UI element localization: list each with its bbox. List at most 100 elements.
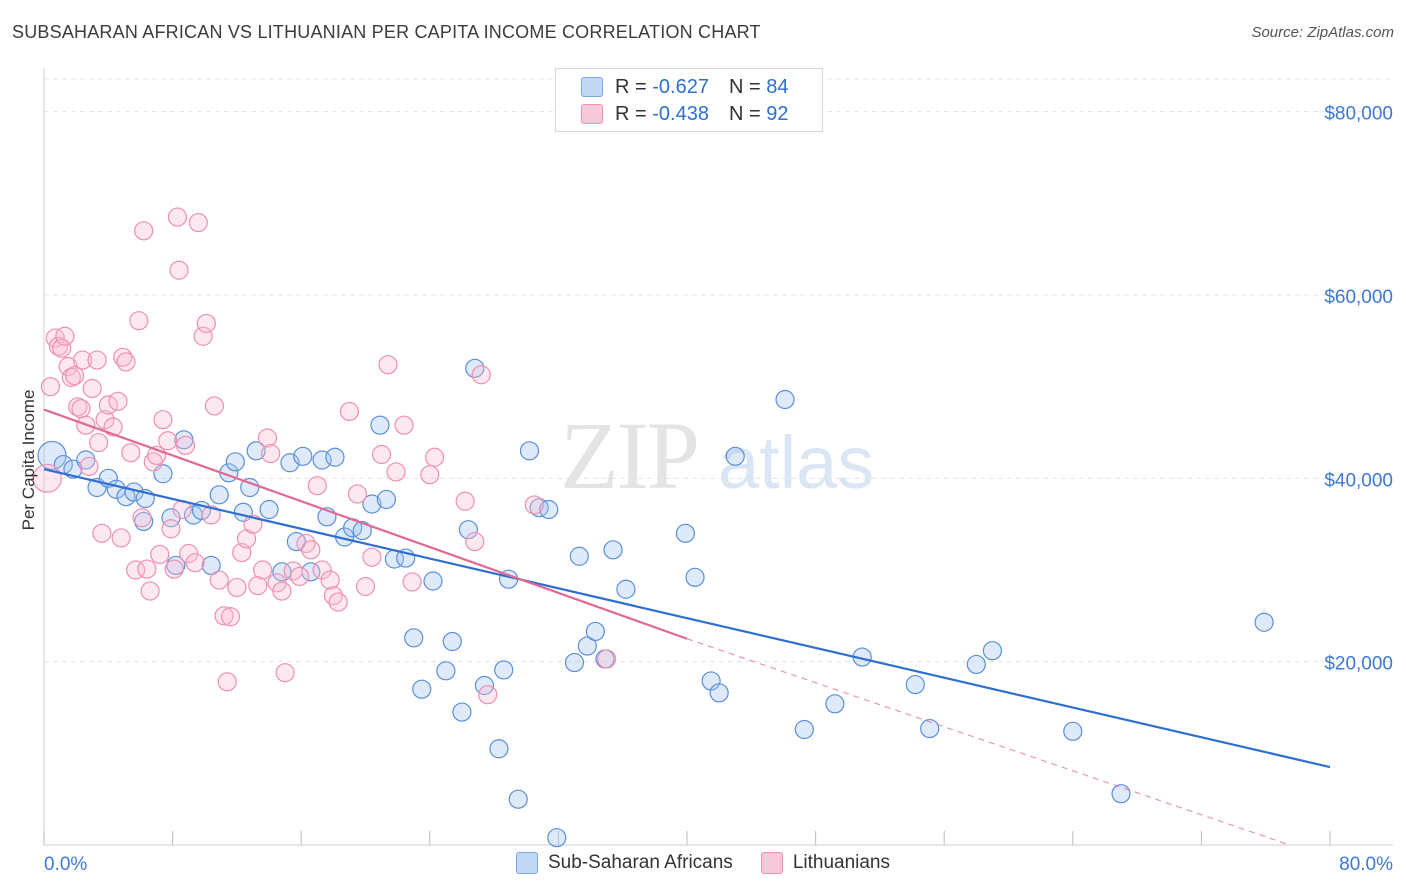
legend-r-label: R = xyxy=(615,75,647,98)
data-point xyxy=(52,338,72,358)
data-point xyxy=(227,577,247,598)
data-point xyxy=(355,576,376,597)
data-point xyxy=(465,531,485,552)
legend-row-lithuanian: R = -0.438 N = 92 xyxy=(581,102,788,126)
watermark-zip: ZIP xyxy=(560,402,698,509)
data-point xyxy=(494,660,514,680)
data-point xyxy=(339,401,360,422)
data-point xyxy=(420,465,440,485)
data-point xyxy=(794,719,814,740)
data-point xyxy=(257,428,278,448)
legend-row-subsaharan: R = -0.627 N = 84 xyxy=(581,75,788,99)
data-point xyxy=(320,570,340,590)
data-point xyxy=(825,694,845,714)
data-point xyxy=(188,212,208,233)
data-point xyxy=(95,410,115,430)
data-point xyxy=(489,739,509,759)
stats-legend: R = -0.627 N = 84 R = -0.438 N = 92 xyxy=(555,68,823,132)
data-point xyxy=(137,559,157,579)
x-tick-label: 0.0% xyxy=(44,854,87,875)
data-point xyxy=(394,415,414,435)
data-point xyxy=(675,523,695,543)
data-point xyxy=(301,540,321,560)
legend-swatch-subsaharan xyxy=(581,77,603,97)
trend-line xyxy=(43,468,1331,769)
y-tick-label: $20,000 xyxy=(1324,654,1393,675)
data-point xyxy=(352,520,372,541)
data-point xyxy=(248,575,268,596)
series-legend-item-subsaharan[interactable]: Sub-Saharan Africans xyxy=(515,852,733,874)
data-point xyxy=(370,415,390,435)
y-tick-label: $40,000 xyxy=(1324,470,1393,491)
data-point xyxy=(196,313,216,334)
data-point xyxy=(519,441,540,461)
data-point xyxy=(442,631,462,652)
legend-n-label: N = xyxy=(728,102,761,125)
grid-layer xyxy=(44,78,1393,663)
data-point xyxy=(597,649,617,669)
trend-line xyxy=(43,408,688,640)
data-point xyxy=(347,484,368,504)
series-swatch-subsaharan xyxy=(515,852,538,874)
chart-title: SUBSAHARAN AFRICAN VS LITHUANIAN PER CAP… xyxy=(12,22,761,42)
data-point xyxy=(471,365,491,385)
legend-r-value: -0.438 xyxy=(652,102,709,125)
legend-swatch-lithuanian xyxy=(581,104,603,124)
legend-r-value: -0.627 xyxy=(652,75,709,98)
data-point xyxy=(539,499,559,520)
data-point xyxy=(577,636,597,656)
data-point xyxy=(376,489,396,510)
data-point xyxy=(217,672,237,692)
data-point xyxy=(685,567,705,587)
legend-r-label: R = xyxy=(615,102,647,125)
data-point xyxy=(87,350,107,370)
series-legend: Sub-Saharan Africans Lithuanians xyxy=(0,852,1406,874)
data-point xyxy=(129,311,149,331)
data-point xyxy=(362,494,382,514)
data-point xyxy=(61,367,81,388)
data-point xyxy=(240,477,260,498)
data-point xyxy=(92,523,112,543)
axis-layer xyxy=(43,68,1393,846)
data-point xyxy=(64,366,85,386)
data-point xyxy=(253,560,273,580)
data-point xyxy=(89,432,109,453)
data-point xyxy=(134,221,154,241)
data-point xyxy=(259,499,279,520)
data-point xyxy=(585,621,605,642)
data-point xyxy=(204,396,224,416)
watermark: ZIP atlas xyxy=(560,402,874,509)
data-point xyxy=(1063,721,1083,741)
data-point xyxy=(1254,612,1274,632)
data-point xyxy=(261,443,281,464)
series-legend-item-lithuanian[interactable]: Lithuanians xyxy=(760,852,890,874)
data-point xyxy=(214,606,234,626)
data-point xyxy=(246,441,266,461)
data-point xyxy=(79,456,99,477)
data-point xyxy=(455,491,475,511)
data-point xyxy=(966,654,986,675)
legend-n-label: N = xyxy=(728,75,761,98)
data-point xyxy=(775,389,795,410)
y-tick-label: $80,000 xyxy=(1324,104,1393,125)
data-point xyxy=(325,447,345,467)
data-point xyxy=(82,378,102,399)
data-point xyxy=(307,476,327,496)
data-point xyxy=(48,336,69,356)
data-point xyxy=(378,355,398,375)
data-point xyxy=(709,683,729,703)
data-point xyxy=(55,326,75,346)
data-point xyxy=(508,789,528,809)
data-point xyxy=(564,652,585,673)
data-point xyxy=(404,628,424,648)
data-point xyxy=(569,546,589,566)
data-point xyxy=(72,350,93,370)
series-label-subsaharan: Sub-Saharan Africans xyxy=(547,852,733,873)
data-point xyxy=(220,607,241,627)
data-point xyxy=(209,570,229,590)
data-point xyxy=(275,663,295,683)
data-point xyxy=(524,495,544,515)
watermark-atlas: atlas xyxy=(718,421,874,504)
data-point xyxy=(98,395,118,415)
